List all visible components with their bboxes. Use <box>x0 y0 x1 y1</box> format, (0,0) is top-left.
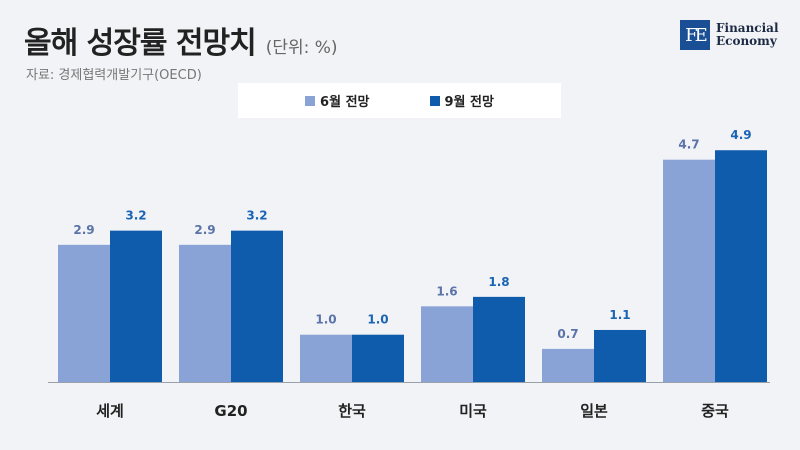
value-label-september-2: 1.0 <box>367 313 388 327</box>
bar-september-0 <box>110 230 162 382</box>
legend-swatch-september <box>429 95 440 106</box>
category-label-4: 일본 <box>580 402 608 420</box>
legend-item-september: 9월 전망 <box>429 91 494 110</box>
unit-label: (단위: %) <box>265 38 338 58</box>
bar-june-0 <box>58 244 110 382</box>
bar-september-2 <box>352 334 404 382</box>
logo-line-1: Financial <box>716 21 779 35</box>
fe-logo-icon: FE <box>680 20 710 50</box>
category-label-1: G20 <box>214 402 247 420</box>
bar-september-1 <box>231 230 283 382</box>
value-label-june-5: 4.7 <box>678 138 699 152</box>
value-label-june-0: 2.9 <box>73 223 94 237</box>
legend-item-june: 6월 전망 <box>305 91 370 110</box>
logo-text: Financial Economy <box>716 22 779 48</box>
value-label-september-4: 1.1 <box>609 308 630 322</box>
financial-economy-logo: FE Financial Economy <box>680 20 779 50</box>
value-label-september-3: 1.8 <box>488 275 509 289</box>
logo-line-2: Economy <box>716 34 777 48</box>
category-label-0: 세계 <box>96 402 124 420</box>
bar-september-5 <box>715 150 767 382</box>
legend-swatch-june <box>305 95 316 106</box>
category-label-3: 미국 <box>459 402 487 420</box>
chart-title: 올해 성장률 전망치 <box>24 26 257 61</box>
value-label-june-1: 2.9 <box>194 223 215 237</box>
value-label-september-0: 3.2 <box>125 209 146 223</box>
category-label-2: 한국 <box>338 402 366 420</box>
bar-september-4 <box>594 329 646 382</box>
bar-june-2 <box>300 334 352 382</box>
bar-june-1 <box>179 244 231 382</box>
legend-label-september: 9월 전망 <box>444 95 494 110</box>
value-label-june-2: 1.0 <box>315 313 336 327</box>
bar-june-3 <box>421 306 473 382</box>
title-row: 올해 성장률 전망치 (단위: %) <box>24 18 338 62</box>
value-label-june-3: 1.6 <box>436 284 457 298</box>
legend-label-june: 6월 전망 <box>320 95 370 110</box>
value-label-september-5: 4.9 <box>730 128 751 142</box>
legend: 6월 전망 9월 전망 <box>238 83 561 118</box>
bar-june-5 <box>663 159 715 382</box>
source-note: 자료: 경제협력개발기구(OECD) <box>26 68 202 83</box>
bar-june-4 <box>542 348 594 382</box>
value-label-september-1: 3.2 <box>246 209 267 223</box>
value-label-june-4: 0.7 <box>557 327 578 341</box>
bar-september-3 <box>473 296 525 382</box>
category-label-5: 중국 <box>701 402 729 420</box>
